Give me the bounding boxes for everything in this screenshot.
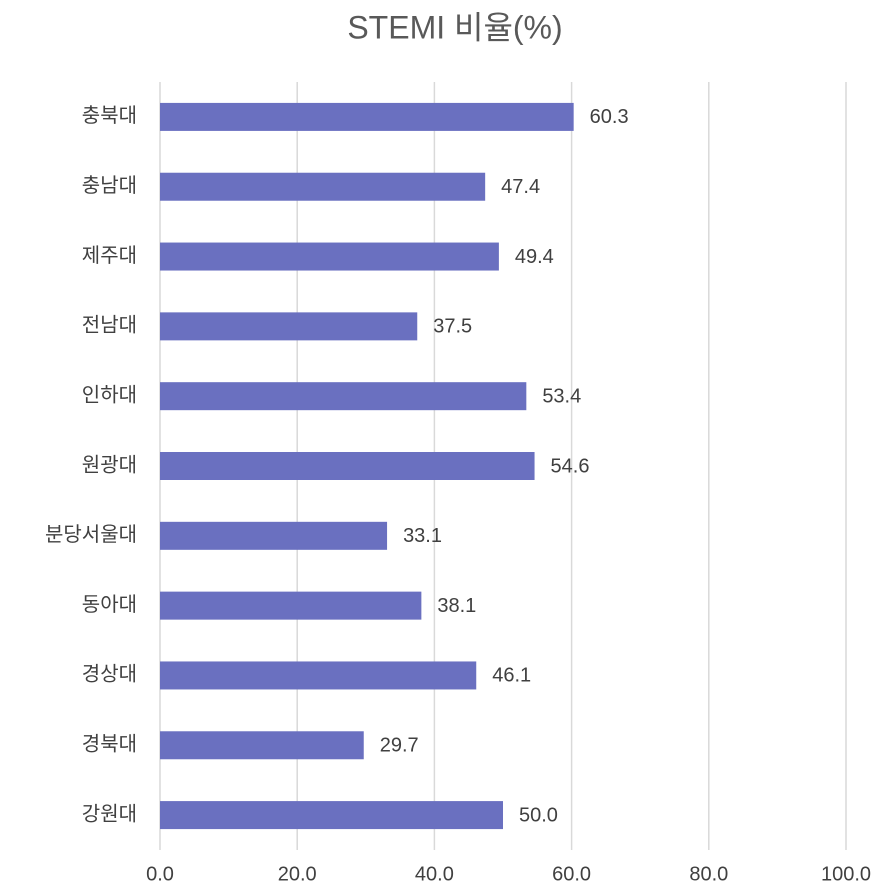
- y-tick-label: 전남대: [82, 314, 137, 337]
- y-tick-label: 충남대: [82, 174, 137, 197]
- bar: [160, 591, 422, 620]
- bar: [160, 242, 499, 271]
- data-label: 50.0: [519, 804, 558, 826]
- y-tick-label: 분당서울대: [45, 523, 137, 546]
- data-label: 46.1: [492, 665, 531, 687]
- bar: [160, 661, 477, 690]
- y-tick-label: 충북대: [82, 104, 137, 127]
- bar: [160, 312, 418, 341]
- bar: [160, 801, 503, 830]
- data-label: 38.1: [437, 595, 476, 617]
- bar: [160, 382, 527, 411]
- data-label: 53.4: [542, 385, 581, 407]
- data-label: 47.4: [501, 176, 540, 198]
- y-tick-label: 경북대: [82, 733, 137, 756]
- data-label: 49.4: [515, 246, 554, 268]
- data-label: 60.3: [590, 106, 629, 128]
- data-label: 33.1: [403, 525, 442, 547]
- data-label: 29.7: [380, 735, 419, 757]
- data-label: 54.6: [551, 455, 590, 477]
- x-tick-label: 60.0: [552, 863, 591, 885]
- y-tick-label: 인하대: [82, 383, 137, 406]
- y-tick-label: 동아대: [82, 593, 137, 616]
- bar: [160, 172, 486, 201]
- x-tick-label: 20.0: [278, 863, 317, 885]
- y-tick-label: 원광대: [82, 453, 137, 476]
- data-label: 37.5: [433, 316, 472, 338]
- y-tick-label: 경상대: [82, 663, 137, 686]
- x-tick-label: 40.0: [415, 863, 454, 885]
- y-tick-label: 강원대: [82, 802, 137, 825]
- x-tick-label: 100.0: [821, 863, 871, 885]
- bar: [160, 452, 535, 480]
- x-tick-label: 80.0: [689, 863, 728, 885]
- y-tick-label: 제주대: [82, 244, 137, 267]
- bar: [160, 731, 364, 760]
- chart-title: STEMI 비율(%): [347, 9, 562, 45]
- x-tick-label: 0.0: [146, 863, 174, 885]
- bar: [160, 521, 388, 550]
- bar: [160, 102, 574, 131]
